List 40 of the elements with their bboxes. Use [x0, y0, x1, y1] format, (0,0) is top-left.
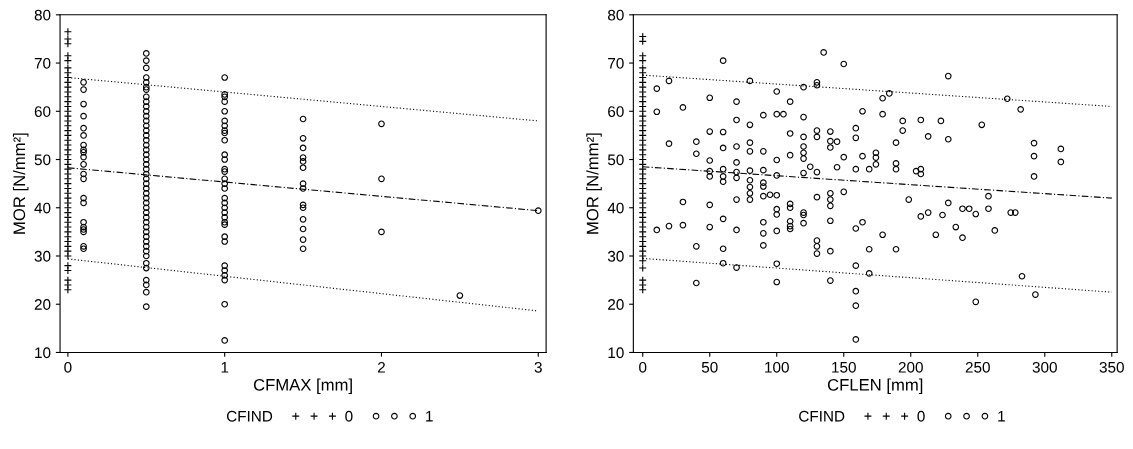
legend-label: 1 [426, 410, 433, 422]
legend-label: 0 [917, 410, 925, 422]
legend-label: 0 [345, 410, 353, 422]
x-tick-label: 3 [534, 361, 542, 373]
x-tick-label: 0 [64, 361, 72, 373]
y-tick-label: 40 [34, 202, 51, 214]
y-tick-label: 70 [34, 57, 51, 69]
x-tick-label: 350 [1099, 361, 1124, 373]
point [63, 251, 72, 261]
x-tick-label: 50 [701, 361, 718, 373]
legend-title: CFIND [226, 410, 273, 422]
y-tick-label: 50 [607, 154, 624, 166]
x-tick-label: 150 [832, 361, 856, 373]
y-axis-title: MOR [N/mm²] [12, 133, 29, 234]
x-tick-label: 0 [639, 361, 647, 373]
y-tick-label: 30 [607, 250, 624, 262]
x-axis-title: CFLEN [mm] [827, 378, 923, 395]
legend-title: CFIND [799, 410, 845, 422]
legend-label: 1 [998, 410, 1005, 422]
y-tick-label: 10 [35, 347, 51, 359]
y-tick-label: 60 [34, 106, 51, 117]
y-tick-label: 80 [34, 9, 51, 21]
x-tick-label: 100 [765, 361, 789, 373]
x-tick-label: 200 [898, 361, 923, 373]
y-tick-label: 60 [608, 106, 624, 117]
y-tick-label: 10 [608, 347, 624, 359]
x-axis-title: CFMAX [mm] [253, 378, 352, 395]
y-tick-label: 50 [34, 154, 51, 166]
y-tick-label: 70 [608, 57, 624, 69]
y-tick-label: 80 [607, 9, 624, 21]
y-tick-label: 40 [607, 202, 624, 214]
y-tick-label: 30 [34, 250, 51, 262]
x-tick-label: 2 [377, 361, 385, 373]
point [638, 264, 647, 273]
y-tick-label: 20 [608, 299, 624, 310]
x-tick-label: 300 [1032, 361, 1057, 373]
x-tick-label: 250 [965, 361, 990, 373]
x-tick-label: 1 [221, 362, 229, 373]
y-axis-title: MOR [N/mm²] [586, 133, 602, 234]
y-tick-label: 20 [34, 299, 51, 310]
